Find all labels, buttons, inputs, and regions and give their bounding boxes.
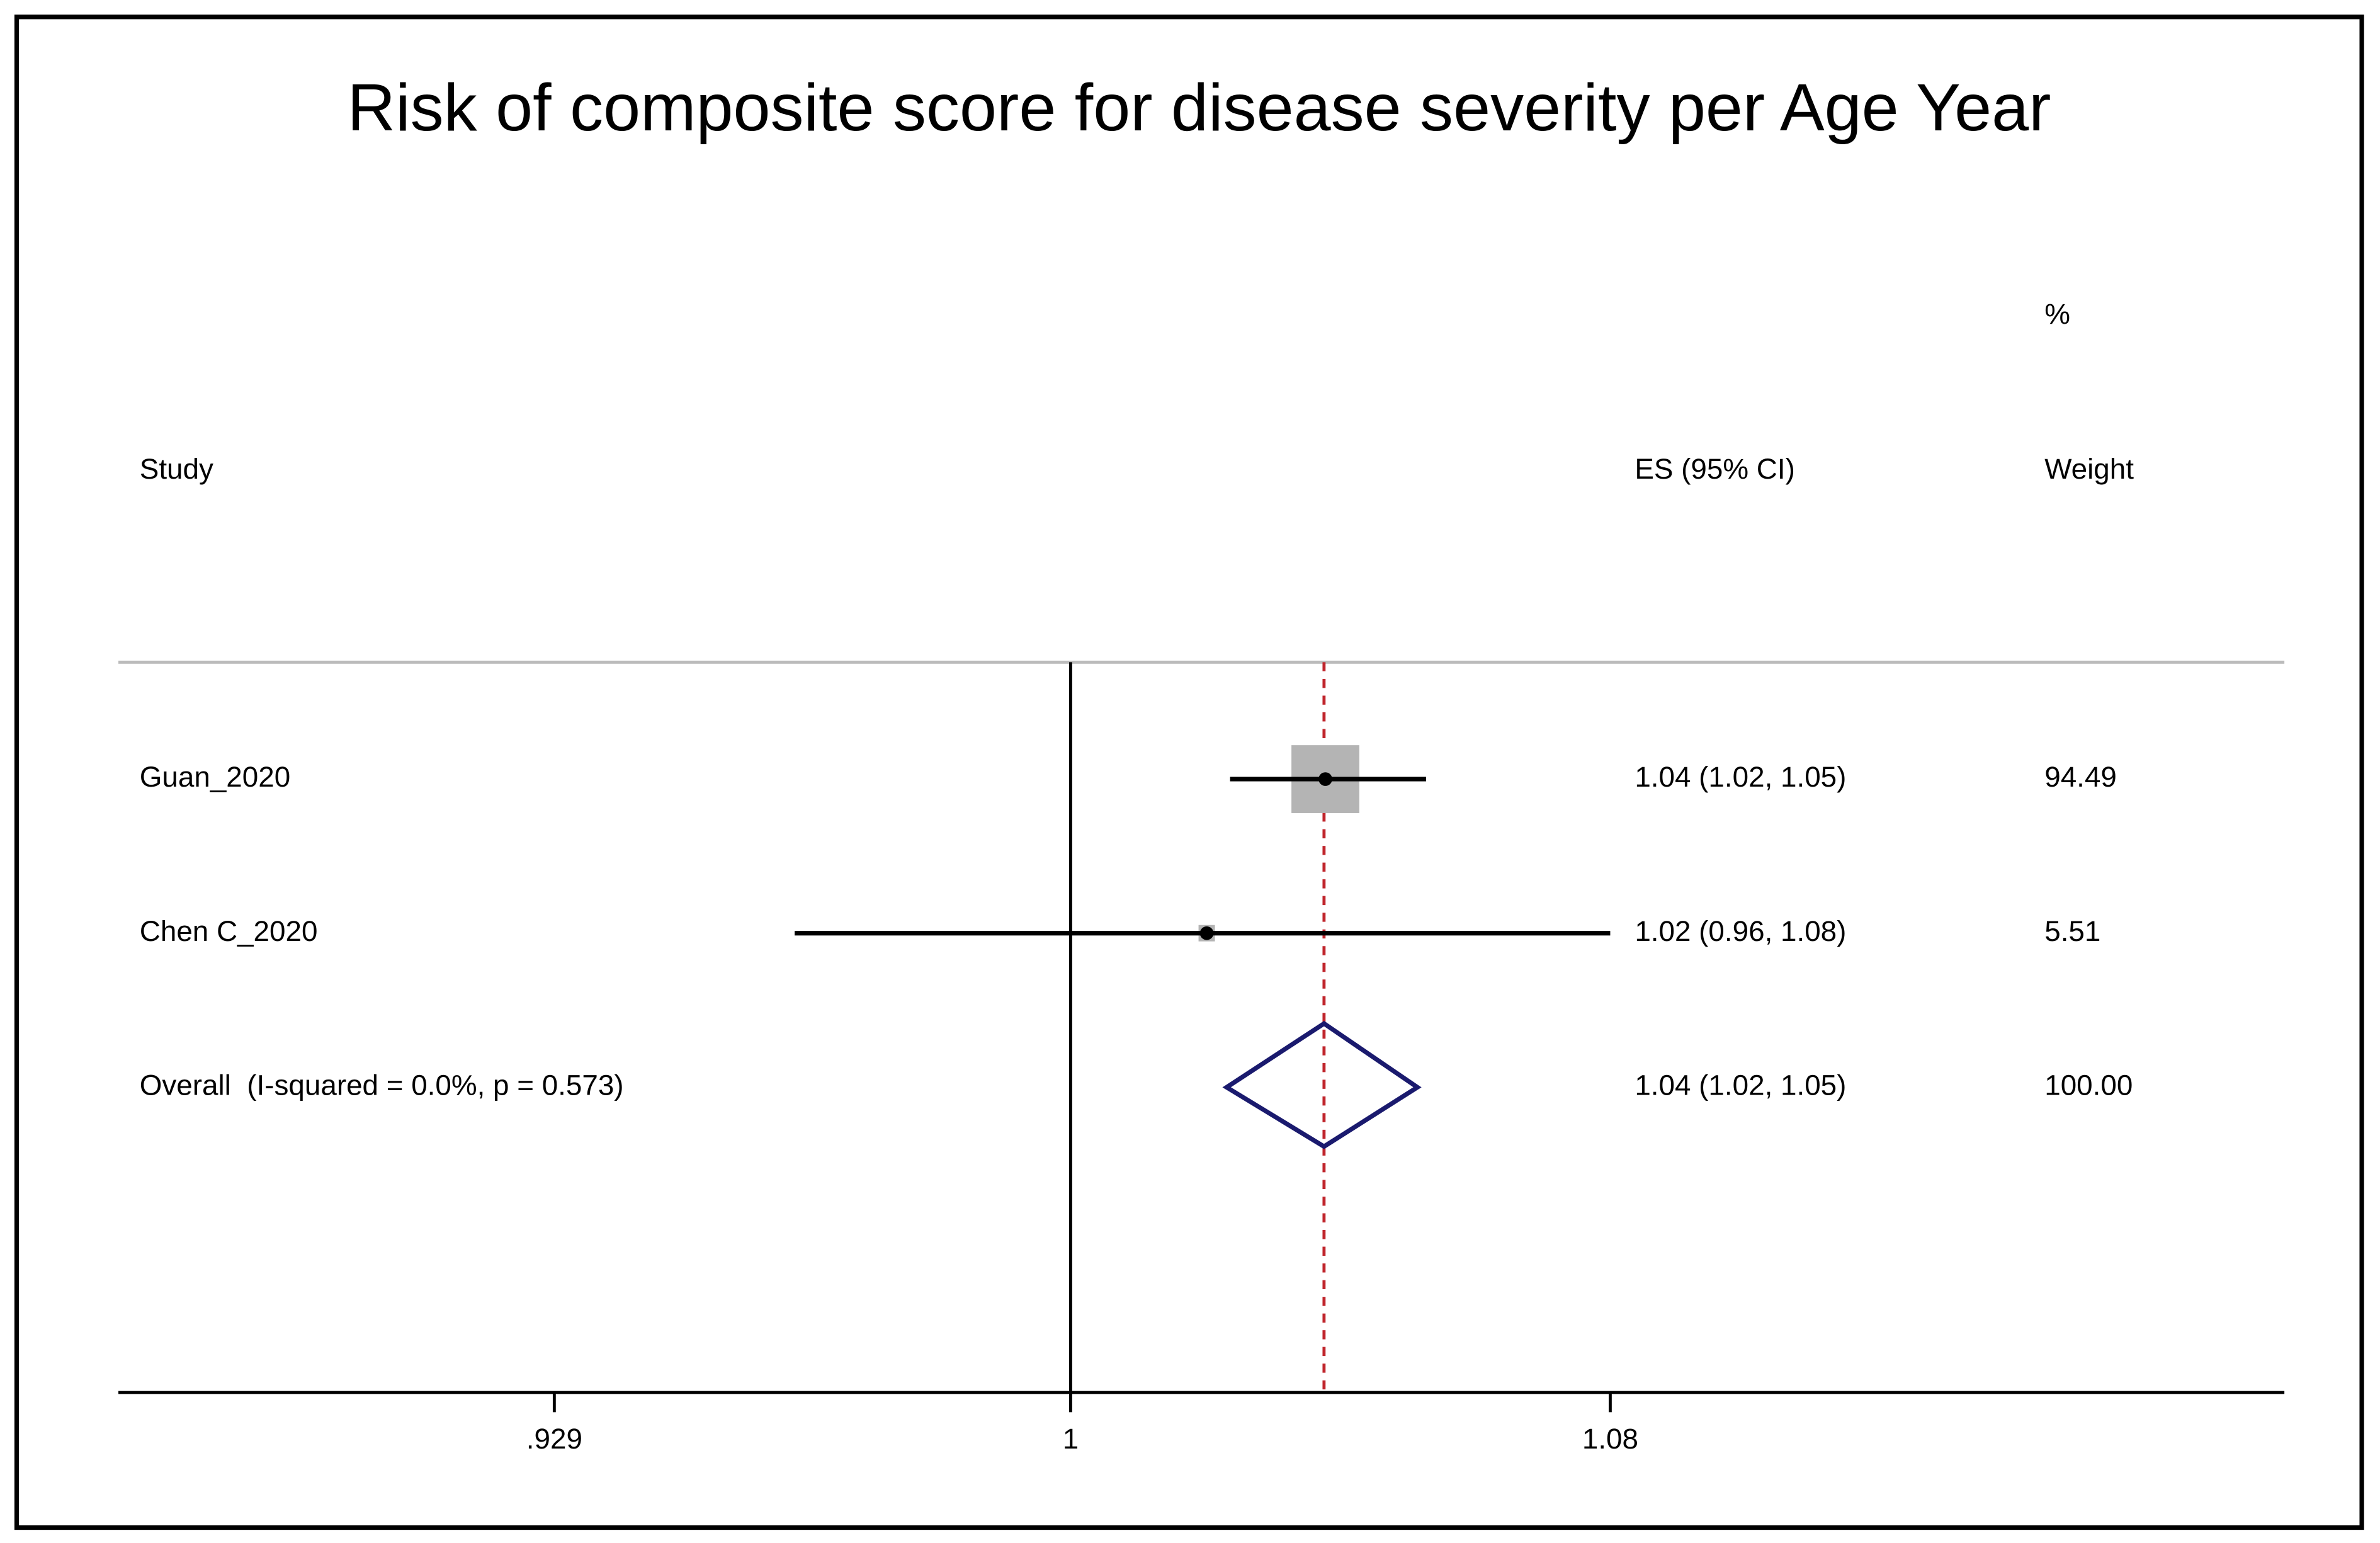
header-study: Study xyxy=(140,453,213,485)
point-estimate xyxy=(1199,926,1214,940)
x-tick-label: .929 xyxy=(526,1423,582,1455)
header-weight: Weight xyxy=(2044,453,2134,485)
study-label: Guan_2020 xyxy=(140,761,290,793)
header-es: ES (95% CI) xyxy=(1635,453,1794,485)
point-estimate xyxy=(1318,772,1332,786)
es-label: 1.02 (0.96, 1.08) xyxy=(1635,915,1846,947)
weight-label: 100.00 xyxy=(2044,1069,2133,1102)
frame xyxy=(14,14,2364,1530)
chart-title: Risk of composite score for disease seve… xyxy=(347,71,2051,145)
study-label: Chen C_2020 xyxy=(140,915,318,947)
header-weight-unit: % xyxy=(2044,298,2070,330)
study-label: Overall (I-squared = 0.0%, p = 0.573) xyxy=(140,1069,624,1102)
weight-label: 94.49 xyxy=(2044,761,2117,793)
weight-label: 5.51 xyxy=(2044,915,2100,947)
es-label: 1.04 (1.02, 1.05) xyxy=(1635,1069,1846,1102)
es-label: 1.04 (1.02, 1.05) xyxy=(1635,761,1846,793)
x-tick-label: 1.08 xyxy=(1582,1423,1638,1455)
overall-diamond xyxy=(1222,1020,1422,1149)
x-tick-label: 1 xyxy=(1063,1423,1079,1455)
